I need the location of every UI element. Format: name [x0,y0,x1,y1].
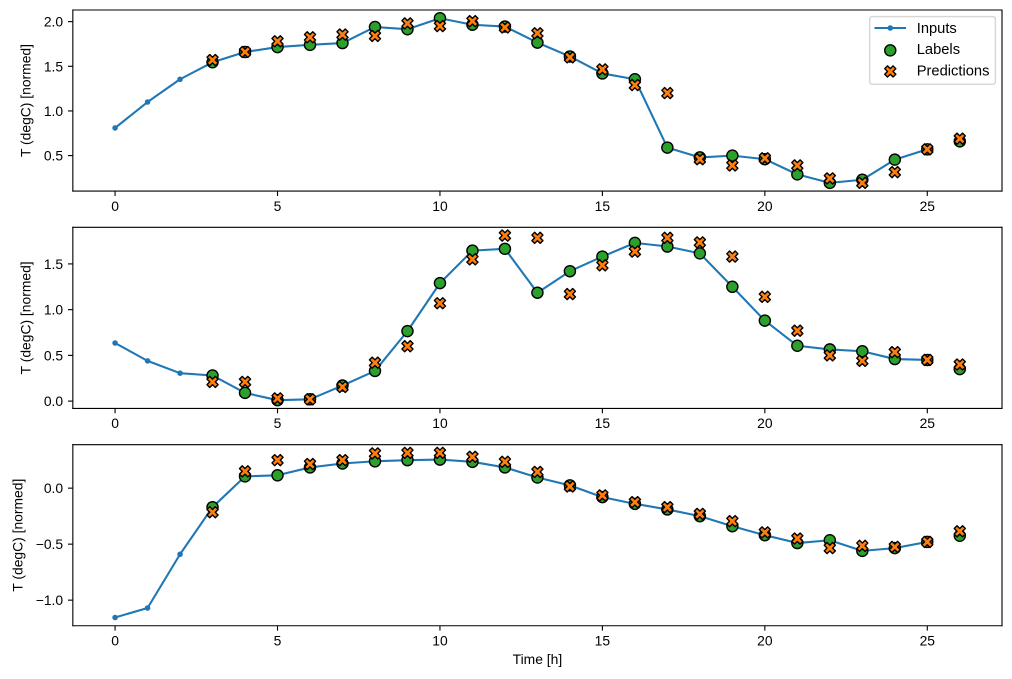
svg-text:1.0: 1.0 [44,302,64,318]
svg-text:10: 10 [432,633,448,649]
svg-text:T (degC) [normed]: T (degC) [normed] [18,44,34,157]
svg-text:1.0: 1.0 [44,103,64,119]
svg-text:0: 0 [111,198,119,214]
svg-text:25: 25 [920,633,936,649]
svg-text:Time [h]: Time [h] [513,651,563,667]
svg-text:0: 0 [111,633,119,649]
svg-text:20: 20 [757,198,773,214]
svg-text:1.5: 1.5 [44,58,64,74]
svg-text:1.5: 1.5 [44,256,64,272]
svg-text:0.5: 0.5 [44,347,64,363]
svg-text:0.0: 0.0 [44,393,64,409]
svg-text:Labels: Labels [917,42,960,58]
svg-text:15: 15 [595,633,611,649]
svg-text:20: 20 [757,415,773,431]
svg-text:−0.5: −0.5 [36,536,64,552]
svg-text:T (degC) [normed]: T (degC) [normed] [9,479,25,592]
svg-text:5: 5 [274,415,282,431]
svg-text:10: 10 [432,198,448,214]
svg-text:0.0: 0.0 [44,480,64,496]
svg-text:5: 5 [274,198,282,214]
svg-text:2.0: 2.0 [44,14,64,30]
svg-text:20: 20 [757,633,773,649]
svg-text:10: 10 [432,415,448,431]
svg-text:25: 25 [920,415,936,431]
svg-text:Predictions: Predictions [917,63,990,79]
svg-text:−1.0: −1.0 [36,592,64,608]
svg-text:T (degC) [normed]: T (degC) [normed] [18,261,34,374]
svg-text:Inputs: Inputs [917,21,957,37]
svg-text:15: 15 [595,415,611,431]
svg-text:0.5: 0.5 [44,148,64,164]
svg-text:25: 25 [920,198,936,214]
svg-text:15: 15 [595,198,611,214]
svg-text:5: 5 [274,633,282,649]
svg-text:0: 0 [111,415,119,431]
